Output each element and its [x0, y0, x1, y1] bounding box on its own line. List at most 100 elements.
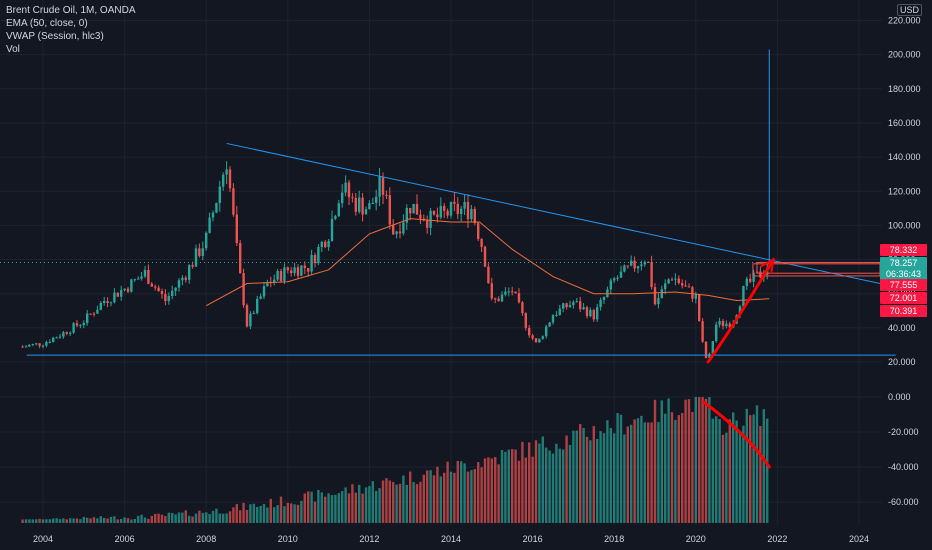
volume-bar: [551, 453, 555, 523]
candle-body: [120, 290, 123, 297]
volume-bar: [711, 418, 714, 523]
candle-body: [463, 201, 466, 209]
volume-bar: [344, 487, 347, 523]
volume-axis: 0.000 -20.000 -40.000 -60.000: [888, 392, 919, 507]
volume-bar: [555, 443, 558, 523]
candle-body: [273, 279, 276, 283]
candle-body: [69, 332, 72, 334]
candle-body: [123, 288, 126, 291]
volume-bar: [602, 433, 606, 523]
candle-body: [613, 278, 616, 281]
volume-bar: [21, 519, 24, 523]
volume-bar: [473, 469, 476, 523]
volume-bar: [269, 498, 272, 523]
volume-bar: [517, 460, 521, 523]
candle-body: [126, 288, 130, 292]
volume-bar: [446, 461, 449, 523]
candle-body: [633, 260, 636, 269]
candle-body: [327, 240, 330, 248]
volume-bar: [167, 512, 170, 523]
volume-bar: [402, 475, 405, 523]
volume-bar: [378, 488, 381, 523]
volume-bar: [698, 397, 701, 523]
candle-body: [456, 203, 459, 215]
candle-body: [215, 202, 218, 213]
candle-body: [460, 208, 463, 215]
candle-body: [55, 337, 58, 339]
volume-bar: [55, 518, 58, 523]
candle-body: [701, 321, 704, 342]
legend-ema[interactable]: EMA (50, close, 0): [6, 18, 88, 29]
volume-bar: [208, 514, 211, 523]
candle-body: [106, 301, 109, 303]
volume-bar: [589, 440, 592, 523]
volume-bar: [667, 398, 670, 523]
volume-bar: [749, 415, 752, 523]
volume-tick-label: -40.000: [888, 462, 919, 472]
volume-bar: [623, 434, 626, 523]
candle-body: [738, 306, 742, 316]
volume-bar: [252, 503, 255, 523]
candle-body: [89, 313, 92, 315]
candle-body: [392, 224, 395, 235]
legend-symbol[interactable]: Brent Crude Oil, 1M, OANDA: [6, 5, 136, 16]
volume-bar: [725, 432, 728, 523]
candle-body: [477, 223, 480, 239]
candle-body: [303, 265, 306, 268]
volume-bar: [72, 518, 75, 523]
price-tick-label: 120.000: [888, 186, 921, 196]
volume-bar: [477, 462, 480, 523]
volume-bar: [337, 493, 340, 523]
volume-bar: [317, 490, 320, 523]
volume-bar: [626, 426, 629, 523]
candle-body: [171, 290, 174, 297]
candle-body: [279, 271, 283, 281]
volume-bar: [633, 419, 636, 523]
volume-bar: [266, 507, 269, 523]
volume-bar: [422, 474, 425, 523]
volume-bar: [174, 514, 177, 523]
volume-bar: [395, 484, 398, 523]
candle-body: [725, 323, 728, 327]
volume-bar: [480, 467, 483, 523]
candle-body: [718, 321, 721, 325]
candle-body: [334, 216, 337, 219]
candle-body: [517, 293, 521, 303]
candle-body: [395, 231, 398, 235]
volume-bar: [99, 516, 102, 523]
time-tick-label: 2010: [278, 534, 298, 544]
candle-body: [310, 255, 313, 272]
candle-body: [711, 341, 714, 354]
candle-body: [296, 267, 300, 276]
volume-bar: [436, 466, 439, 523]
candle-body: [480, 238, 483, 247]
volume-bar: [429, 470, 432, 523]
volume-bar: [664, 413, 667, 523]
candle-body: [194, 248, 198, 267]
legend-vol[interactable]: Vol: [6, 44, 20, 55]
candle-body: [551, 315, 555, 323]
candle-body: [252, 313, 255, 315]
volume-bar: [405, 484, 408, 523]
volume-bar: [466, 471, 470, 523]
volume-bar: [514, 449, 517, 523]
price-tick-label: 40.000: [888, 323, 916, 333]
volume-bar: [643, 422, 646, 523]
volume-bar: [307, 491, 310, 523]
time-tick-label: 2012: [359, 534, 379, 544]
volume-bar: [721, 434, 725, 523]
candle-body: [300, 265, 303, 276]
candle-body: [745, 278, 748, 286]
price-tag-3: 72.001: [880, 292, 927, 304]
candle-body: [534, 338, 538, 343]
candle-body: [35, 343, 38, 345]
currency-label[interactable]: USD: [896, 4, 922, 16]
candle-body: [245, 305, 249, 327]
volume-bar: [160, 514, 164, 523]
volume-bar: [596, 438, 599, 523]
legend-vwap[interactable]: VWAP (Session, hlc3): [6, 31, 104, 42]
price-tick-label: 220.000: [888, 16, 921, 26]
candle-body: [41, 345, 45, 347]
candle-body: [307, 267, 310, 272]
